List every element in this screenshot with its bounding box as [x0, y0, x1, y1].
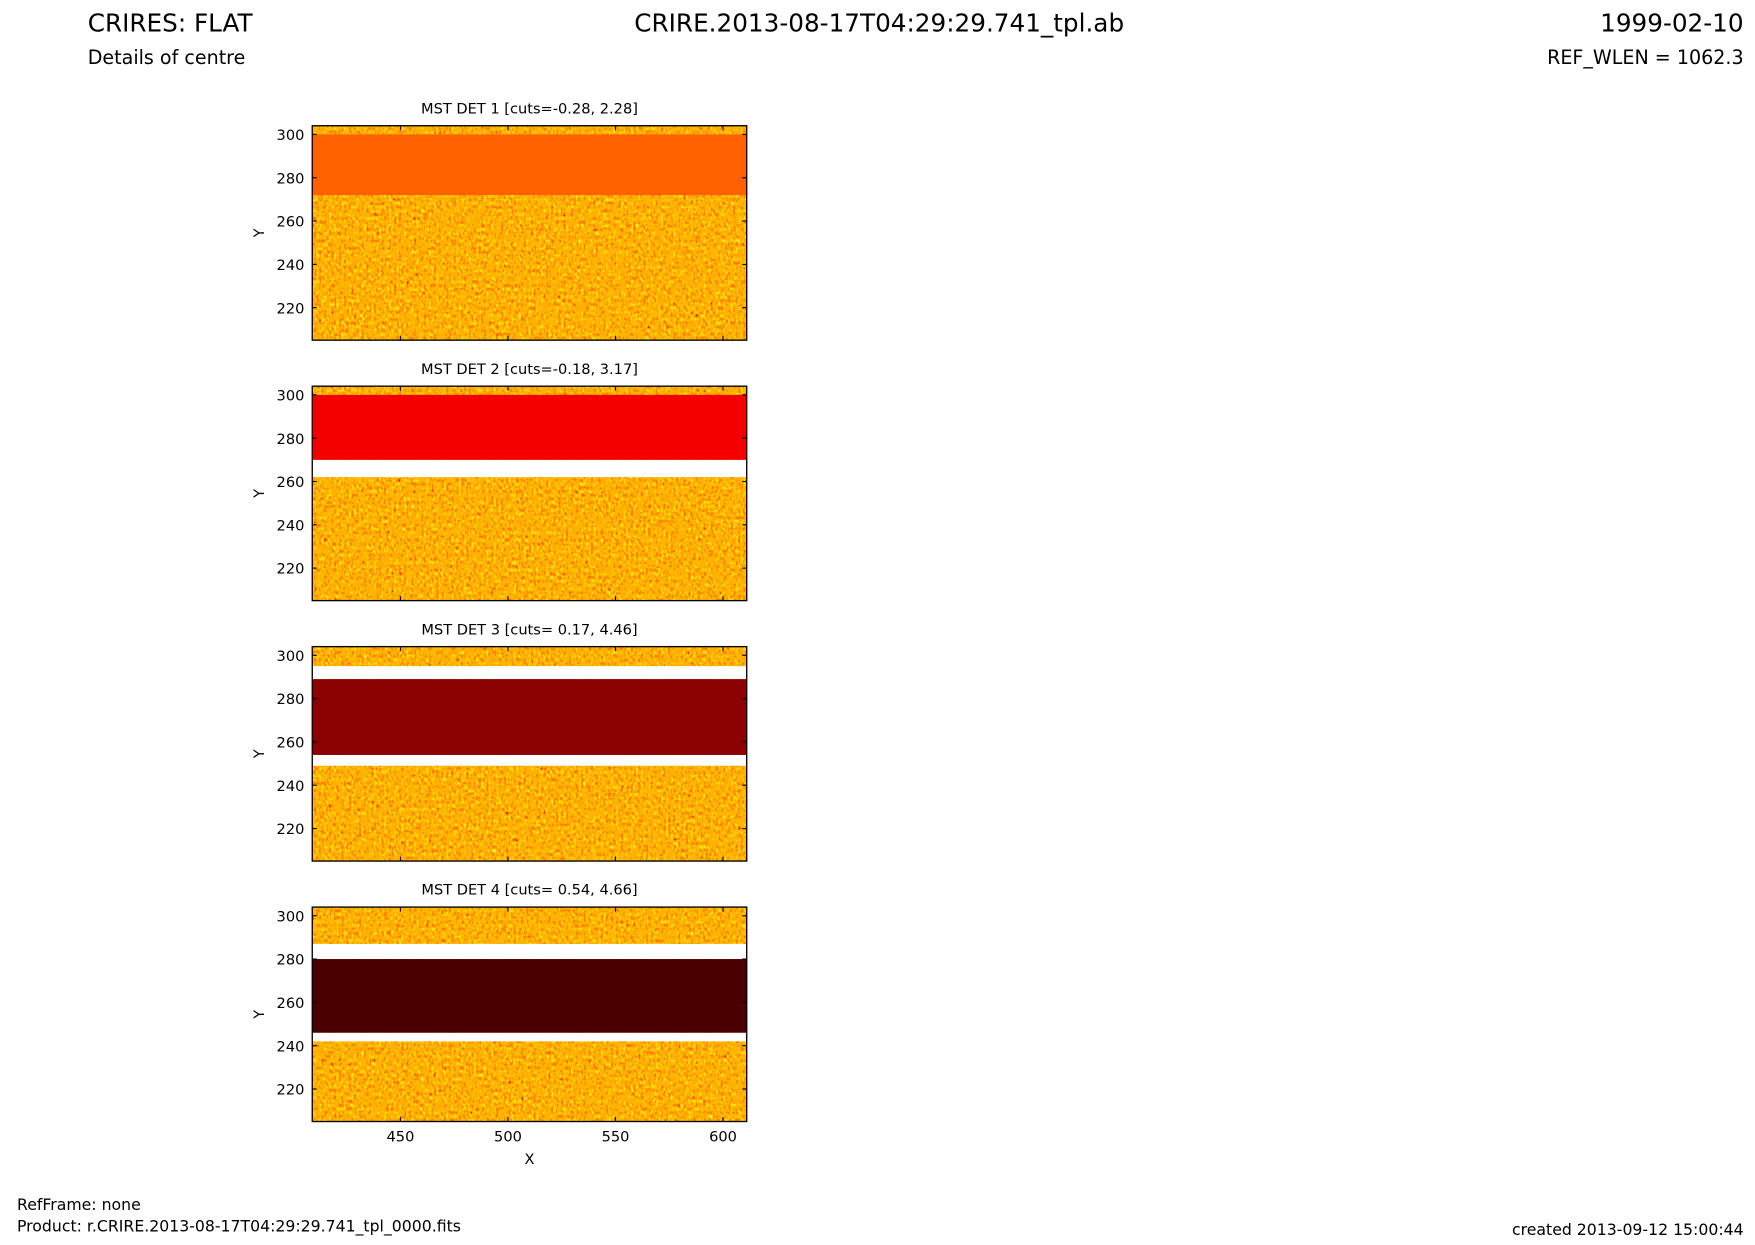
- panel-title: MST DET 4 [cuts= 0.54, 4.66]: [421, 882, 637, 899]
- header-date: 1999-02-10: [1600, 8, 1743, 37]
- y-tick-label: 280: [277, 431, 305, 448]
- x-tick-label: 450: [387, 1129, 415, 1146]
- x-tick-label: 550: [602, 1129, 630, 1146]
- footer-product: Product: r.CRIRE.2013-08-17T04:29:29.741…: [17, 1217, 461, 1237]
- header-ref-wlen: REF_WLEN = 1062.3: [1547, 47, 1744, 69]
- y-tick-label: 260: [277, 474, 305, 491]
- y-tick-label: 300: [277, 127, 305, 144]
- y-tick-label: 260: [277, 735, 305, 752]
- y-tick-label: 300: [277, 648, 305, 665]
- frame: [311, 125, 748, 341]
- panel-title: MST DET 1 [cuts=-0.28, 2.28]: [421, 100, 638, 117]
- y-tick-label: 220: [277, 1082, 305, 1099]
- y-tick-label: 220: [277, 821, 305, 838]
- header-file: CRIRE.2013-08-17T04:29:29.741_tpl.ab: [634, 8, 1124, 37]
- y-axis-label: Y: [251, 1010, 268, 1020]
- y-axis-label: Y: [251, 489, 268, 499]
- y-tick-label: 300: [277, 908, 305, 925]
- panel-title: MST DET 2 [cuts=-0.18, 3.17]: [421, 361, 638, 378]
- footer-refframe: RefFrame: none: [17, 1195, 141, 1214]
- band: [312, 754, 747, 766]
- y-tick-label: 280: [277, 952, 305, 969]
- y-axis-label: Y: [251, 228, 268, 238]
- band: [312, 1032, 747, 1042]
- band: [312, 459, 747, 478]
- band: [312, 959, 747, 1033]
- header-title: CRIRES: FLAT: [88, 8, 254, 37]
- frame: [311, 906, 748, 1123]
- y-tick-label: 280: [277, 691, 305, 708]
- header-subtitle: Details of centre: [88, 47, 246, 69]
- band: [312, 666, 747, 680]
- x-axis-label: X: [524, 1151, 534, 1168]
- y-tick-label: 240: [277, 257, 305, 274]
- x-tick-label: 600: [709, 1129, 737, 1146]
- y-tick-label: 240: [277, 517, 305, 534]
- y-axis-label: Y: [251, 749, 268, 759]
- band: [312, 679, 747, 755]
- band: [312, 394, 747, 460]
- y-tick-label: 240: [277, 778, 305, 795]
- y-tick-label: 220: [277, 561, 305, 578]
- band: [312, 134, 747, 196]
- frame: [311, 385, 748, 602]
- band: [312, 943, 747, 960]
- frame: [311, 645, 748, 862]
- y-tick-label: 260: [277, 214, 305, 231]
- y-tick-label: 220: [277, 300, 305, 317]
- footer-created: created 2013-09-12 15:00:44: [1512, 1220, 1744, 1239]
- panel-title: MST DET 3 [cuts= 0.17, 4.46]: [421, 621, 637, 638]
- y-tick-label: 260: [277, 995, 305, 1012]
- y-tick-label: 240: [277, 1038, 305, 1055]
- x-tick-label: 500: [494, 1129, 522, 1146]
- y-tick-label: 280: [277, 170, 305, 187]
- y-tick-label: 300: [277, 387, 305, 404]
